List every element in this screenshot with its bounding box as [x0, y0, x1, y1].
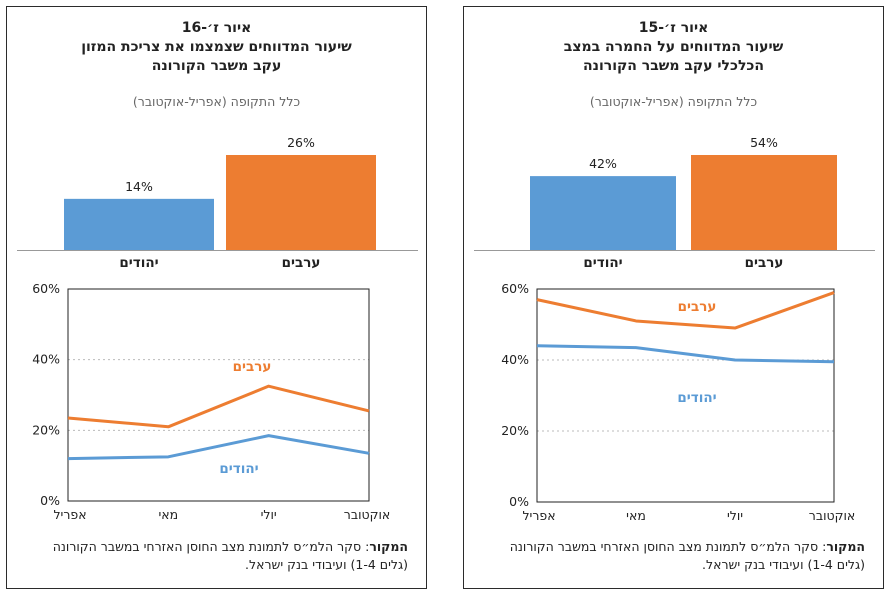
source-label: המקור	[369, 539, 408, 554]
figure-title-line-2: הכלכלי עקב משבר הקורונה	[583, 58, 764, 74]
x-tick-label: יולי	[261, 507, 277, 522]
figure-title-line-2: עקב משבר הקורונה	[151, 58, 282, 74]
figure-number: איור ז׳-16	[181, 20, 252, 36]
bar-chart: 42% יהודים 54% ערבים	[474, 135, 875, 271]
y-tick-label: 60%	[32, 281, 60, 296]
bar-category-label: יהודים	[583, 255, 622, 271]
figure-number: איור ז׳-15	[638, 20, 709, 36]
series-line-0	[536, 291, 835, 330]
source-label: המקור	[826, 539, 865, 554]
series-label: ערבים	[678, 299, 717, 315]
bar-category-label: ערבים	[282, 255, 321, 271]
x-tick-label: אפריל	[522, 508, 555, 523]
figure-panel-15: איור ז׳-15 שיעור המדווחים על החמרה במצב …	[463, 6, 884, 589]
figure-title: איור ז׳-16 שיעור המדווחים שצמצמו את צריכ…	[17, 19, 416, 76]
series-line-1	[536, 344, 835, 364]
series-label: יהודים	[219, 461, 258, 477]
y-tick-label: 40%	[501, 352, 529, 367]
figure-subtitle: כלל התקופה (אפריל-אוקטובר)	[132, 94, 301, 109]
y-tick-label: 40%	[32, 352, 60, 367]
series-label: ערבים	[233, 359, 272, 375]
y-tick-label: 60%	[501, 281, 529, 296]
plot-frame	[536, 288, 835, 503]
source-note: המקור: סקר הלמ״ס לתמונת מצב החוסן האזרחי…	[25, 538, 408, 574]
x-tick-label: מאי	[159, 507, 179, 522]
series-line-0	[67, 384, 370, 429]
figure-title: איור ז׳-15 שיעור המדווחים על החמרה במצב …	[474, 19, 873, 76]
bar-chart: 14% יהודים 26% ערבים	[17, 135, 418, 271]
figure-subtitle: כלל התקופה (אפריל-אוקטובר)	[589, 94, 758, 109]
y-tick-label: 0%	[509, 494, 529, 509]
bar-value-label: 54%	[750, 135, 778, 150]
bar-value-label: 26%	[287, 135, 315, 150]
bar-1	[691, 155, 837, 250]
bar-0	[530, 176, 676, 250]
source-text: : סקר הלמ״ס לתמונת מצב החוסן האזרחי במשב…	[509, 539, 865, 572]
bar-1	[226, 155, 376, 250]
bar-category-label: יהודים	[119, 255, 158, 271]
plot-frame	[67, 288, 370, 502]
bar-value-label: 42%	[589, 156, 617, 171]
x-tick-label: יולי	[727, 508, 743, 523]
y-tick-label: 20%	[501, 423, 529, 438]
x-tick-label: אוקטובר	[344, 507, 390, 522]
bar-value-label: 14%	[125, 179, 153, 194]
x-tick-label: אפריל	[53, 507, 86, 522]
y-tick-label: 20%	[32, 422, 60, 437]
x-tick-label: אוקטובר	[809, 508, 855, 523]
bar-0	[64, 198, 214, 250]
series-label: יהודים	[677, 390, 716, 406]
figure-panel-16: איור ז׳-16 שיעור המדווחים שצמצמו את צריכ…	[6, 6, 427, 589]
figure-title-line-1: שיעור המדווחים שצמצמו את צריכת המזון	[81, 39, 352, 55]
source-text: : סקר הלמ״ס לתמונת מצב החוסן האזרחי במשב…	[52, 539, 408, 572]
line-chart: 0% 20% 40% 60% אפריל מאי יולי אוקטובר ערבים יהודי…	[501, 281, 855, 523]
y-tick-label: 0%	[40, 493, 60, 508]
figure-title-line-1: שיעור המדווחים על החמרה במצב	[563, 39, 784, 55]
series-line-1	[67, 434, 370, 461]
line-chart: 0% 20% 40% 60% אפריל מאי יולי אוקטובר ערבים יהודי…	[32, 281, 390, 522]
bar-category-label: ערבים	[745, 255, 784, 271]
x-tick-label: מאי	[626, 508, 646, 523]
source-note: המקור: סקר הלמ״ס לתמונת מצב החוסן האזרחי…	[482, 538, 865, 574]
